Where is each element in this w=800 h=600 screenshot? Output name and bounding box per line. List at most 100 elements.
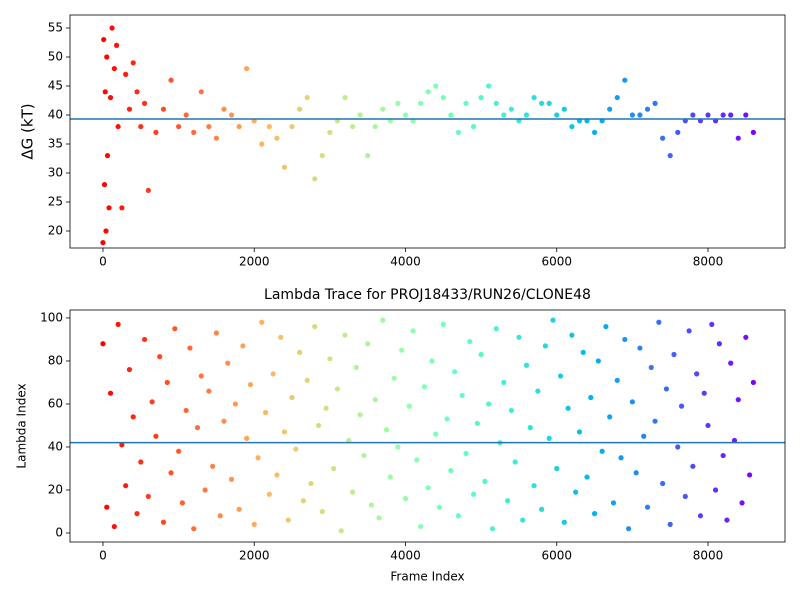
point: [523, 112, 530, 118]
x-tick-label: 8000: [693, 549, 724, 563]
point: [104, 54, 110, 60]
point: [520, 517, 526, 523]
point: [531, 94, 537, 101]
point: [557, 373, 564, 379]
y-tick-label: 30: [48, 166, 63, 180]
point: [372, 123, 378, 130]
point: [569, 123, 575, 130]
point: [561, 519, 567, 525]
point: [206, 123, 212, 130]
point: [160, 519, 167, 525]
point: [297, 349, 303, 355]
point: [372, 397, 378, 403]
point: [164, 379, 170, 386]
point: [349, 123, 356, 130]
point: [176, 123, 182, 130]
x-tick-label: 0: [99, 255, 107, 269]
point: [418, 100, 424, 106]
point: [281, 164, 288, 170]
point: [614, 377, 620, 383]
point: [546, 100, 552, 106]
point: [410, 328, 416, 334]
point: [414, 457, 420, 463]
point: [433, 431, 439, 437]
point: [251, 521, 257, 527]
point: [527, 425, 533, 431]
point: [629, 399, 635, 405]
point: [338, 528, 344, 534]
point: [686, 328, 692, 334]
point: [119, 205, 125, 211]
point: [126, 366, 133, 373]
plot-area: [100, 25, 756, 246]
point: [724, 517, 730, 523]
point: [554, 112, 560, 118]
point: [478, 94, 484, 101]
x-tick-label: 0: [99, 549, 107, 563]
point: [588, 394, 594, 401]
point: [682, 493, 688, 500]
y-tick-label: 0: [55, 525, 63, 539]
y-tick-label: 80: [48, 353, 63, 367]
point: [474, 420, 480, 426]
y-tick-label: 40: [48, 107, 63, 121]
point: [512, 459, 518, 465]
point: [641, 433, 647, 439]
point: [440, 94, 446, 101]
point: [743, 112, 749, 118]
point: [747, 472, 753, 478]
point: [444, 416, 450, 422]
point: [539, 100, 545, 106]
point: [323, 405, 329, 411]
y-tick-label: 25: [48, 195, 63, 209]
point: [508, 106, 514, 112]
point: [236, 506, 242, 512]
point: [217, 513, 223, 519]
point: [221, 418, 227, 424]
point: [380, 106, 386, 112]
point: [561, 106, 567, 112]
point: [319, 153, 325, 159]
point: [644, 106, 651, 112]
point: [690, 463, 696, 469]
point: [123, 71, 129, 77]
point: [176, 448, 182, 454]
point: [671, 351, 677, 358]
point: [198, 89, 204, 95]
plot-area: [100, 317, 756, 534]
point: [690, 112, 696, 118]
point: [750, 129, 756, 135]
y-tick-label: 60: [48, 396, 63, 410]
point: [270, 371, 276, 377]
y-tick-label: 100: [40, 310, 63, 324]
point: [531, 483, 537, 489]
point: [353, 364, 359, 371]
point: [206, 388, 212, 394]
point: [357, 412, 363, 418]
point: [346, 437, 352, 444]
point: [459, 392, 465, 398]
point: [607, 414, 613, 420]
point: [100, 240, 106, 246]
point: [285, 517, 291, 523]
point: [660, 135, 666, 141]
point: [591, 129, 598, 135]
point: [504, 498, 511, 504]
point: [138, 459, 144, 465]
point: [342, 332, 348, 338]
point: [622, 336, 628, 343]
point: [667, 153, 673, 159]
point: [455, 129, 462, 135]
point: [247, 382, 254, 388]
point: [463, 450, 469, 457]
x-axis-label: Frame Index: [390, 570, 464, 584]
point: [539, 506, 545, 512]
point: [225, 360, 231, 366]
point: [599, 448, 605, 454]
point: [281, 429, 288, 435]
point: [342, 94, 348, 101]
point: [130, 60, 136, 66]
point: [244, 435, 250, 441]
point: [221, 106, 227, 112]
